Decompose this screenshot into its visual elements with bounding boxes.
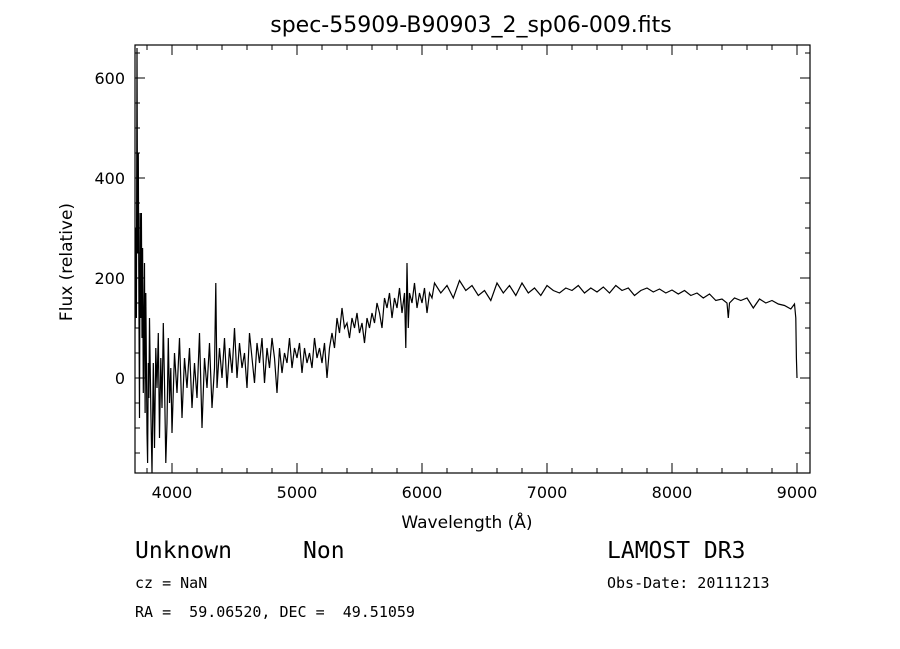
x-tick-label: 9000 xyxy=(777,483,818,502)
x-tick-label: 6000 xyxy=(402,483,443,502)
object-class: Unknown xyxy=(135,538,232,564)
coordinates: RA = 59.06520, DEC = 49.51059 xyxy=(135,603,415,621)
redshift-cz: cz = NaN xyxy=(135,574,208,592)
y-axis-label: Flux (relative) xyxy=(57,203,77,321)
y-tick-label: 400 xyxy=(94,169,125,188)
x-tick-label: 5000 xyxy=(277,483,318,502)
y-tick-label: 600 xyxy=(94,69,125,88)
x-tick-label: 8000 xyxy=(652,483,693,502)
obs-date: Obs-Date: 20111213 xyxy=(607,574,770,592)
x-tick-label: 4000 xyxy=(152,483,193,502)
y-tick-label: 200 xyxy=(94,269,125,288)
y-tick-label: 0 xyxy=(115,369,125,388)
plot-frame xyxy=(134,44,811,474)
x-axis-label: Wavelength (Å) xyxy=(401,511,532,533)
chart-title: spec-55909-B90903_2_sp06-009.fits xyxy=(270,13,672,38)
x-tick-label: 7000 xyxy=(527,483,568,502)
spectrum-line xyxy=(134,47,798,474)
object-subclass: Non xyxy=(303,538,345,564)
survey-name: LAMOST DR3 xyxy=(607,538,746,564)
